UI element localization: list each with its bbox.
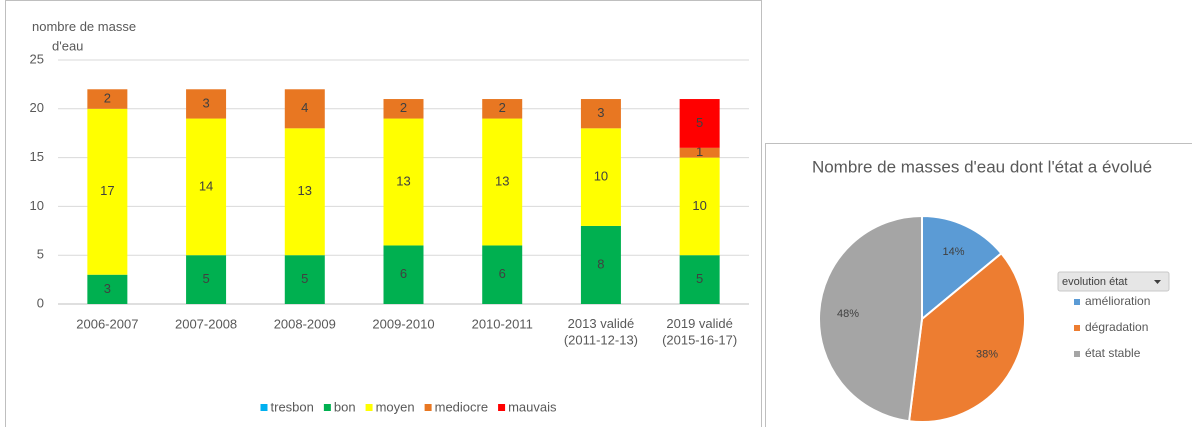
- x-tick-label: 2008-2009: [274, 316, 336, 331]
- legend-title: evolution état: [1062, 276, 1127, 288]
- data-label: 48%: [837, 308, 859, 320]
- y-axis-label: nombre de masse d'eau: [32, 19, 136, 54]
- data-label: 1: [696, 144, 703, 159]
- legend-filter-button[interactable]: evolution état: [1057, 271, 1170, 292]
- pie-slice: [818, 214, 923, 423]
- x-tick-label: 2007-2008: [175, 316, 237, 331]
- bar-segment: [482, 99, 523, 119]
- data-label: 3: [104, 281, 111, 296]
- bar-segment: [383, 99, 424, 119]
- data-label: 6: [499, 266, 506, 281]
- y-tick-label: 0: [37, 295, 44, 310]
- data-label: 13: [396, 173, 410, 188]
- pie-slice: [921, 214, 1003, 322]
- data-label: 38%: [976, 349, 998, 361]
- bar-segment: [284, 128, 325, 256]
- data-label: 4: [301, 100, 308, 115]
- bar-segment: [482, 245, 523, 304]
- legend-swatch: [323, 404, 331, 411]
- legend-swatch: [498, 404, 506, 411]
- dropdown-arrow: [1154, 280, 1161, 284]
- legend-label: moyen: [376, 399, 415, 414]
- bar-segment: [284, 255, 325, 304]
- y-tick-label: 10: [30, 198, 44, 213]
- pie-slice: [907, 251, 1026, 423]
- bar-segment: [383, 245, 424, 304]
- bar-segment: [87, 89, 128, 109]
- x-tick-label: 2006-2007: [76, 316, 138, 331]
- legend-label: dégradation: [1085, 320, 1148, 334]
- legend-label: bon: [334, 399, 356, 414]
- filter-button-bg: [1057, 271, 1170, 292]
- data-label: 10: [594, 169, 608, 184]
- legend-swatch: [424, 404, 432, 411]
- legend-label: tresbon: [271, 399, 314, 414]
- chart-title: Nombre de masses d'eau dont l'état a évo…: [812, 157, 1152, 176]
- bar-chart: nombre de masse d'eau05101520252006-20073…: [30, 19, 749, 414]
- bar-segment: [186, 89, 227, 119]
- data-label: 2: [499, 100, 506, 115]
- legend-swatch: [1074, 325, 1080, 331]
- x-tick-label: 2010-2011: [472, 316, 533, 331]
- data-label: 8: [597, 256, 604, 271]
- data-label: 5: [301, 271, 308, 286]
- bar-segment: [87, 108, 128, 275]
- bar-segment: [679, 255, 720, 304]
- y-tick-label: 20: [30, 100, 44, 115]
- legend-swatch: [365, 404, 373, 411]
- data-label: 13: [298, 183, 312, 198]
- data-label: 3: [597, 105, 604, 120]
- data-label: 5: [696, 115, 703, 130]
- x-tick-label: 2009-2010: [372, 316, 434, 331]
- bar-segment: [482, 118, 523, 246]
- y-tick-label: 15: [30, 149, 44, 164]
- bar-segment: [580, 99, 621, 129]
- legend-swatch: [1074, 299, 1080, 305]
- bar-segment: [580, 225, 621, 304]
- data-label: 14%: [943, 246, 965, 258]
- legend-label: état stable: [1085, 346, 1141, 360]
- bar-segment: [186, 118, 227, 256]
- legend-label: mauvais: [508, 399, 557, 414]
- x-tick-label: 2013 validé (2011-12-13): [564, 316, 638, 347]
- legend-swatch: [1074, 351, 1080, 357]
- data-label: 17: [100, 183, 114, 198]
- data-label: 14: [199, 178, 213, 193]
- y-tick-label: 5: [37, 247, 44, 262]
- data-label: 2: [400, 100, 407, 115]
- data-label: 2: [104, 90, 111, 105]
- pie-chart: Nombre de masses d'eau dont l'état a évo…: [812, 157, 1170, 423]
- legend-swatch: [260, 404, 268, 411]
- bar-segment: [580, 128, 621, 226]
- bar-segment: [284, 89, 325, 129]
- bar-segment: [679, 147, 720, 158]
- data-label: 10: [692, 198, 706, 213]
- bar-segment: [679, 157, 720, 256]
- bar-segment: [679, 99, 720, 148]
- legend-label: amélioration: [1085, 294, 1150, 308]
- data-label: 5: [202, 271, 209, 286]
- data-label: 6: [400, 266, 407, 281]
- data-label: 3: [202, 95, 209, 110]
- bar-segment: [383, 118, 424, 246]
- bar-segment: [186, 255, 227, 304]
- data-label: 13: [495, 173, 509, 188]
- legend-label: mediocre: [435, 399, 488, 414]
- data-label: 5: [696, 271, 703, 286]
- bar-segment: [87, 274, 128, 304]
- x-tick-label: 2019 validé (2015-16-17): [662, 316, 737, 347]
- y-tick-label: 25: [30, 51, 44, 66]
